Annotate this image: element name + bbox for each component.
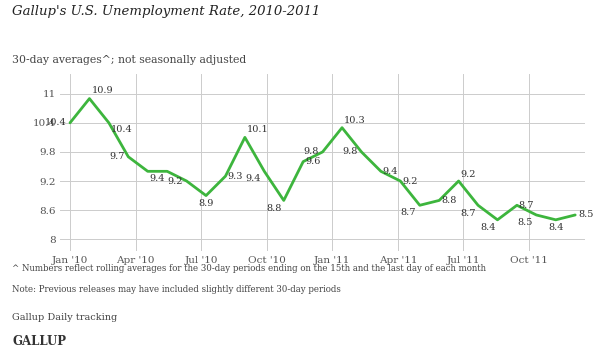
Text: 8.5: 8.5 xyxy=(578,211,593,219)
Text: 30-day averages^; not seasonally adjusted: 30-day averages^; not seasonally adjuste… xyxy=(12,55,246,65)
Text: 8.5: 8.5 xyxy=(517,218,532,227)
Text: Gallup Daily tracking: Gallup Daily tracking xyxy=(12,313,118,322)
Text: 9.8: 9.8 xyxy=(343,147,358,156)
Text: 8.7: 8.7 xyxy=(400,208,416,217)
Text: 9.7: 9.7 xyxy=(109,152,124,161)
Text: 10.3: 10.3 xyxy=(344,116,366,125)
Text: 8.7: 8.7 xyxy=(461,209,476,218)
Text: 8.4: 8.4 xyxy=(548,223,564,232)
Text: 9.4: 9.4 xyxy=(245,174,260,183)
Text: ^ Numbers reflect rolling averages for the 30-day periods ending on the 15th and: ^ Numbers reflect rolling averages for t… xyxy=(12,264,486,273)
Text: 10.9: 10.9 xyxy=(92,86,113,95)
Text: 9.2: 9.2 xyxy=(461,170,476,179)
Text: 10.4: 10.4 xyxy=(45,118,66,127)
Text: 9.2: 9.2 xyxy=(167,177,183,185)
Text: 9.2: 9.2 xyxy=(402,177,418,185)
Text: 9.3: 9.3 xyxy=(227,172,243,181)
Text: 8.8: 8.8 xyxy=(441,196,456,205)
Text: 10.1: 10.1 xyxy=(247,125,268,134)
Text: 9.4: 9.4 xyxy=(383,167,399,176)
Text: 10.4: 10.4 xyxy=(111,125,133,134)
Text: 8.7: 8.7 xyxy=(519,201,534,210)
Text: GALLUP: GALLUP xyxy=(12,335,66,348)
Text: 9.8: 9.8 xyxy=(303,147,319,156)
Text: 8.8: 8.8 xyxy=(267,204,282,213)
Text: 9.4: 9.4 xyxy=(150,174,165,183)
Text: 8.9: 8.9 xyxy=(198,199,213,208)
Text: Gallup's U.S. Unemployment Rate, 2010-2011: Gallup's U.S. Unemployment Rate, 2010-20… xyxy=(12,5,320,18)
Text: 9.6: 9.6 xyxy=(305,157,320,166)
Text: 8.4: 8.4 xyxy=(480,223,496,232)
Text: Note: Previous releases may have included slightly different 30-day periods: Note: Previous releases may have include… xyxy=(12,285,341,294)
